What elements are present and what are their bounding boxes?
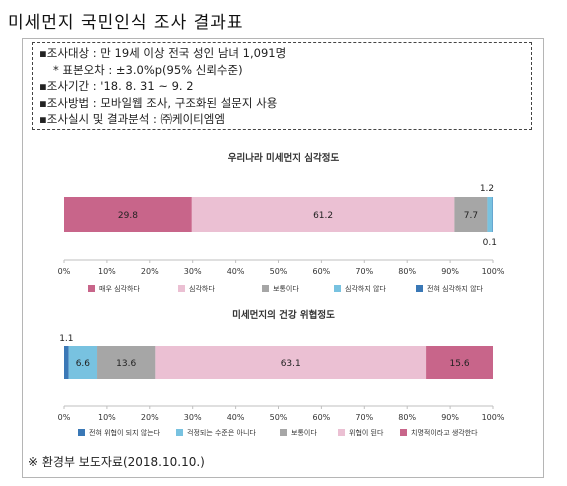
legend-swatch-4 xyxy=(334,285,341,292)
survey-info-box: ▪조사대상 : 만 19세 이상 전국 성인 남녀 1,091명 * 표본오차 … xyxy=(32,42,532,130)
survey-target: ▪조사대상 : 만 19세 이상 전국 성인 남녀 1,091명 xyxy=(39,46,287,60)
x-tick-label: 20% xyxy=(141,413,159,422)
x-tick-label: 80% xyxy=(398,413,416,422)
bar-segment-4 xyxy=(155,346,427,379)
bar-segment-4 xyxy=(487,197,493,232)
value-label-4: 63.1 xyxy=(281,359,301,369)
bar-segment-1 xyxy=(64,346,69,379)
bar-segment-1 xyxy=(64,197,192,232)
bar-segment-2 xyxy=(191,197,455,232)
report-frame xyxy=(22,38,544,478)
x-tick-label: 10% xyxy=(98,413,116,422)
legend-swatch-2 xyxy=(176,429,183,436)
x-tick-label: 60% xyxy=(313,413,331,422)
legend-entry-2: 심각하다 xyxy=(189,284,215,293)
x-tick-label: 60% xyxy=(313,267,331,276)
value-label-3: 7.7 xyxy=(464,211,478,221)
bar-segment-3 xyxy=(454,197,488,232)
value-label-1: 1.1 xyxy=(59,334,73,344)
legend-entry-2: 걱정되는 수준은 아니다 xyxy=(187,428,256,437)
legend-swatch-3 xyxy=(262,285,269,292)
legend-swatch-5 xyxy=(400,429,407,436)
legend-swatch-3 xyxy=(280,429,287,436)
x-tick-label: 100% xyxy=(482,413,505,422)
value-label-5: 0.1 xyxy=(483,238,497,248)
x-tick-label: 30% xyxy=(184,267,202,276)
survey-sampling-error: * 표본오차 : ±3.0%p(95% 신뢰수준) xyxy=(53,62,243,77)
survey-period: ▪조사기간 : '18. 8. 31 ~ 9. 2 xyxy=(39,79,194,93)
chart-seriousness: 29.8 61.2 7.7 1.2 0.1 0% 10% 20% 30% 40% 50% 60% 70%… xyxy=(58,184,505,293)
chart-health-threat: 1.1 6.6 13.6 63.1 15.6 0% 10% 20% 30% 40% 50% 60% 70… xyxy=(58,334,505,437)
value-label-2: 61.2 xyxy=(313,211,333,221)
x-tick-label: 40% xyxy=(227,413,245,422)
x-tick-label: 10% xyxy=(98,267,116,276)
legend-swatch-4 xyxy=(338,429,345,436)
value-label-4: 1.2 xyxy=(480,184,494,194)
survey-conductor: ▪조사실시 및 결과분석 : ㈜케이티엠엠 xyxy=(39,112,225,126)
legend-entry-1: 전혀 위협이 되지 않는다 xyxy=(89,428,161,437)
x-tick-label: 100% xyxy=(482,267,505,276)
legend-swatch-5 xyxy=(416,285,423,292)
x-tick-label: 40% xyxy=(227,267,245,276)
x-tick-label: 70% xyxy=(355,267,373,276)
legend-entry-4: 심각하지 않다 xyxy=(345,284,386,293)
legend-swatch-1 xyxy=(88,285,95,292)
legend-entry-1: 매우 심각하다 xyxy=(99,284,140,293)
survey-method: ▪조사방법 : 모바일웹 조사, 구조화된 설문지 사용 xyxy=(39,95,278,110)
source-note: ※ 환경부 보도자료(2018.10.10.) xyxy=(28,455,205,469)
x-tick-label: 90% xyxy=(441,413,459,422)
value-label-1: 29.8 xyxy=(118,211,138,221)
value-label-3: 13.6 xyxy=(116,359,136,369)
x-tick-label: 20% xyxy=(141,267,159,276)
legend-entry-3: 보통이다 xyxy=(291,428,317,437)
legend-entry-3: 보통이다 xyxy=(273,284,299,293)
x-tick-label: 80% xyxy=(398,267,416,276)
page-title: 미세먼지 국민인식 조사 결과표 xyxy=(8,13,244,33)
chart-1-title: 우리나라 미세먼지 심각정도 xyxy=(227,153,340,164)
x-tick-label: 0% xyxy=(58,267,71,276)
bar-segment-5 xyxy=(426,346,493,379)
x-tick-label: 30% xyxy=(184,413,202,422)
legend-entry-5: 전혀 심각하지 않다 xyxy=(427,284,484,293)
x-tick-label: 50% xyxy=(270,413,288,422)
value-label-5: 15.6 xyxy=(450,359,470,369)
x-tick-label: 90% xyxy=(441,267,459,276)
legend-swatch-2 xyxy=(178,285,185,292)
bar-segment-2 xyxy=(68,346,98,379)
bar-segment-3 xyxy=(97,346,156,379)
x-tick-label: 70% xyxy=(355,413,373,422)
value-label-2: 6.6 xyxy=(76,359,91,369)
legend-swatch-1 xyxy=(78,429,85,436)
x-tick-label: 50% xyxy=(270,267,288,276)
legend-entry-5: 치명적이라고 생각한다 xyxy=(411,428,478,437)
legend-entry-4: 위협이 된다 xyxy=(349,428,384,437)
chart-2-title: 미세먼지의 건강 위협정도 xyxy=(232,310,335,321)
x-tick-label: 0% xyxy=(58,413,71,422)
